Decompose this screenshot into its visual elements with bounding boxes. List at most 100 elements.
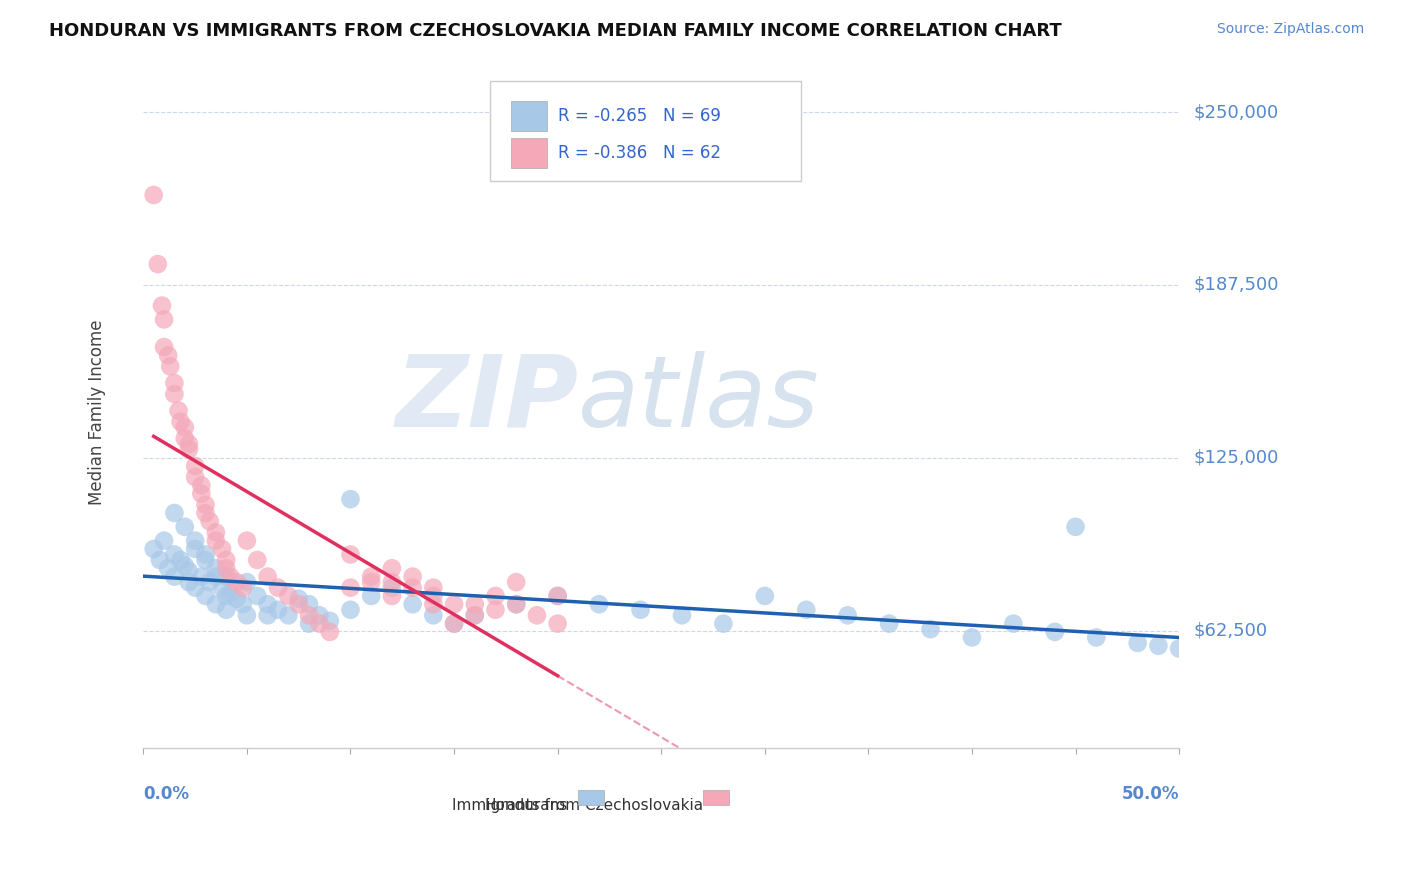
Point xyxy=(205,561,228,575)
Text: Median Family Income: Median Family Income xyxy=(87,320,105,506)
Point xyxy=(1002,616,1025,631)
Text: ZIP: ZIP xyxy=(395,351,578,448)
Text: $125,000: $125,000 xyxy=(1194,449,1278,467)
Point xyxy=(277,608,299,623)
Point xyxy=(794,603,817,617)
Point xyxy=(339,581,361,595)
Point xyxy=(711,616,734,631)
Point xyxy=(190,569,212,583)
Point xyxy=(184,581,207,595)
Point xyxy=(422,581,444,595)
FancyBboxPatch shape xyxy=(510,101,547,131)
Point xyxy=(1085,631,1108,645)
Point xyxy=(246,589,269,603)
FancyBboxPatch shape xyxy=(491,81,801,181)
Point xyxy=(173,558,195,573)
Point xyxy=(484,589,506,603)
Point xyxy=(205,597,228,611)
Point xyxy=(547,616,569,631)
Point xyxy=(142,188,165,202)
Point xyxy=(177,564,200,578)
Point xyxy=(401,569,423,583)
Point xyxy=(339,603,361,617)
Point xyxy=(505,597,527,611)
Point xyxy=(920,622,942,636)
Point xyxy=(184,533,207,548)
Point xyxy=(173,420,195,434)
Point xyxy=(184,541,207,556)
Point xyxy=(360,575,382,590)
Point xyxy=(287,597,309,611)
Point xyxy=(422,597,444,611)
Point xyxy=(505,597,527,611)
Point xyxy=(1043,624,1066,639)
Point xyxy=(464,608,486,623)
Point xyxy=(157,561,180,575)
Point xyxy=(225,591,247,606)
Point xyxy=(232,597,254,611)
Point xyxy=(360,589,382,603)
Point xyxy=(215,569,238,583)
Point xyxy=(236,575,259,590)
Point xyxy=(339,548,361,562)
Point xyxy=(215,589,238,603)
Point xyxy=(246,553,269,567)
FancyBboxPatch shape xyxy=(703,790,728,805)
Point xyxy=(194,589,217,603)
Point xyxy=(877,616,900,631)
Text: $187,500: $187,500 xyxy=(1194,276,1278,293)
Point xyxy=(177,442,200,457)
Point xyxy=(287,591,309,606)
Point xyxy=(169,553,191,567)
Point xyxy=(256,597,278,611)
Point xyxy=(671,608,693,623)
Point xyxy=(211,581,233,595)
Point xyxy=(153,340,176,354)
Point xyxy=(215,603,238,617)
Point xyxy=(443,597,465,611)
Point xyxy=(754,589,776,603)
Point xyxy=(198,514,221,528)
Point xyxy=(308,608,330,623)
Point xyxy=(194,553,217,567)
Point xyxy=(219,586,242,600)
Point xyxy=(215,561,238,575)
Point xyxy=(146,257,169,271)
Text: Source: ZipAtlas.com: Source: ZipAtlas.com xyxy=(1216,22,1364,37)
Point xyxy=(194,498,217,512)
Point xyxy=(256,569,278,583)
Point xyxy=(1064,520,1087,534)
Point xyxy=(1126,636,1149,650)
Point xyxy=(256,608,278,623)
Text: R = -0.386   N = 62: R = -0.386 N = 62 xyxy=(558,144,721,161)
Point xyxy=(505,575,527,590)
Text: $250,000: $250,000 xyxy=(1194,103,1278,121)
Text: HONDURAN VS IMMIGRANTS FROM CZECHOSLOVAKIA MEDIAN FAMILY INCOME CORRELATION CHAR: HONDURAN VS IMMIGRANTS FROM CZECHOSLOVAK… xyxy=(49,22,1062,40)
Point xyxy=(1147,639,1170,653)
Point xyxy=(339,492,361,507)
Point xyxy=(163,548,186,562)
Point xyxy=(236,608,259,623)
Point xyxy=(194,506,217,520)
Point xyxy=(190,486,212,500)
Point xyxy=(277,589,299,603)
Point xyxy=(443,616,465,631)
Point xyxy=(163,506,186,520)
Point xyxy=(547,589,569,603)
Point xyxy=(526,608,548,623)
FancyBboxPatch shape xyxy=(578,790,605,805)
Point xyxy=(184,470,207,484)
Point xyxy=(150,299,173,313)
Point xyxy=(267,581,290,595)
Point xyxy=(159,359,181,374)
Point xyxy=(163,387,186,401)
Point xyxy=(163,569,186,583)
Point xyxy=(298,597,321,611)
Point xyxy=(443,616,465,631)
Point xyxy=(215,553,238,567)
Text: atlas: atlas xyxy=(578,351,820,448)
Point xyxy=(381,581,404,595)
Point xyxy=(960,631,983,645)
Text: Hondurans: Hondurans xyxy=(485,798,568,814)
Point xyxy=(177,575,200,590)
